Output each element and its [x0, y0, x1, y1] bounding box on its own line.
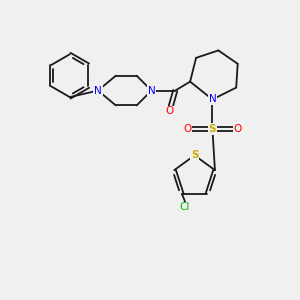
Text: S: S — [209, 124, 216, 134]
Text: O: O — [183, 124, 191, 134]
Text: S: S — [191, 150, 198, 161]
Text: N: N — [208, 94, 216, 104]
Text: O: O — [234, 124, 242, 134]
Text: N: N — [94, 85, 102, 96]
Text: Cl: Cl — [180, 202, 190, 212]
Text: N: N — [148, 85, 155, 96]
Text: O: O — [165, 106, 173, 116]
